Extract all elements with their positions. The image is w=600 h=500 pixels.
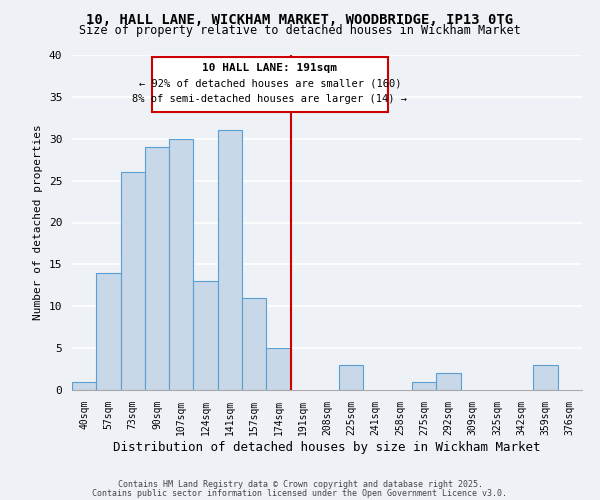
Text: Contains HM Land Registry data © Crown copyright and database right 2025.: Contains HM Land Registry data © Crown c… bbox=[118, 480, 482, 489]
Bar bbox=[218, 130, 242, 390]
Bar bbox=[242, 298, 266, 390]
Bar bbox=[533, 365, 558, 390]
Text: 10 HALL LANE: 191sqm: 10 HALL LANE: 191sqm bbox=[202, 62, 337, 72]
Bar bbox=[436, 373, 461, 390]
Text: 8% of semi-detached houses are larger (14) →: 8% of semi-detached houses are larger (1… bbox=[133, 94, 407, 104]
Bar bbox=[96, 273, 121, 390]
FancyBboxPatch shape bbox=[152, 56, 388, 112]
Y-axis label: Number of detached properties: Number of detached properties bbox=[33, 124, 43, 320]
Bar bbox=[72, 382, 96, 390]
Text: 10, HALL LANE, WICKHAM MARKET, WOODBRIDGE, IP13 0TG: 10, HALL LANE, WICKHAM MARKET, WOODBRIDG… bbox=[86, 12, 514, 26]
Text: ← 92% of detached houses are smaller (160): ← 92% of detached houses are smaller (16… bbox=[139, 78, 401, 88]
Text: Contains public sector information licensed under the Open Government Licence v3: Contains public sector information licen… bbox=[92, 489, 508, 498]
Bar bbox=[193, 281, 218, 390]
Bar bbox=[339, 365, 364, 390]
Bar bbox=[169, 138, 193, 390]
Bar bbox=[412, 382, 436, 390]
Bar bbox=[145, 147, 169, 390]
Bar bbox=[266, 348, 290, 390]
X-axis label: Distribution of detached houses by size in Wickham Market: Distribution of detached houses by size … bbox=[113, 440, 541, 454]
Bar bbox=[121, 172, 145, 390]
Text: Size of property relative to detached houses in Wickham Market: Size of property relative to detached ho… bbox=[79, 24, 521, 37]
